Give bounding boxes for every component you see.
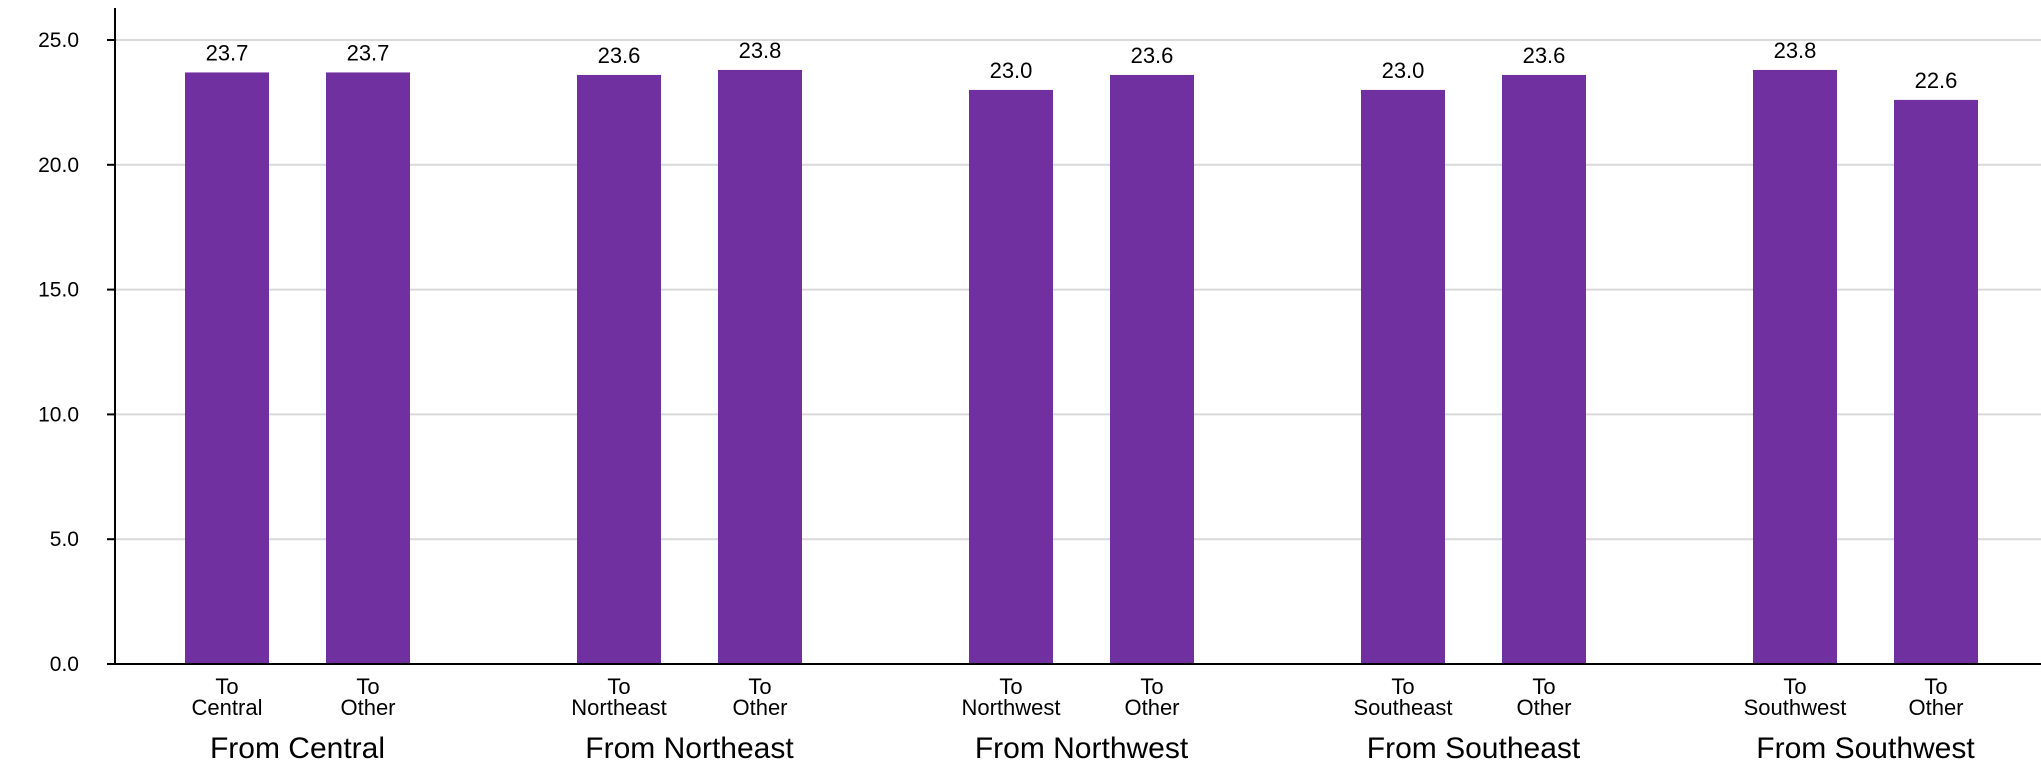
bar <box>1110 74 1194 665</box>
x-tick-label: Other <box>1516 695 1571 720</box>
x-tick-label: Northwest <box>961 695 1060 720</box>
bar <box>1361 89 1445 665</box>
bar <box>1894 99 1978 665</box>
y-tick-label: 0.0 <box>50 653 79 676</box>
bar <box>1753 69 1837 664</box>
data-label: 22.6 <box>1915 68 1958 93</box>
group-label: From Southeast <box>1367 732 1581 763</box>
y-tick-label: 20.0 <box>38 154 79 177</box>
labels: 0.05.010.015.020.025.0 23.7ToCentral23.7T… <box>38 29 1975 763</box>
bar <box>326 72 410 664</box>
data-label: 23.8 <box>739 38 782 63</box>
x-tick-label: Northeast <box>571 695 666 720</box>
x-tick-label: Southeast <box>1353 695 1452 720</box>
bar <box>577 74 661 665</box>
x-tick-label: Central <box>192 695 263 720</box>
bar <box>969 89 1053 665</box>
data-label: 23.6 <box>1131 43 1174 68</box>
x-tick-label: To <box>748 674 771 699</box>
x-tick-label: To <box>607 674 630 699</box>
x-tick-label: To <box>1391 674 1414 699</box>
group-label: From Central <box>210 732 385 763</box>
x-tick-label: To <box>999 674 1022 699</box>
y-tick-label: 15.0 <box>38 279 79 302</box>
data-label: 23.7 <box>206 40 249 65</box>
data-label: 23.8 <box>1774 38 1817 63</box>
data-label: 23.7 <box>347 40 390 65</box>
x-tick-label: To <box>215 674 238 699</box>
y-tick-label: 5.0 <box>50 528 79 551</box>
x-tick-label: To <box>1140 674 1163 699</box>
x-tick-label: To <box>1783 674 1806 699</box>
data-label: 23.0 <box>990 58 1033 83</box>
x-tick-label: To <box>356 674 379 699</box>
bar <box>1502 74 1586 665</box>
bar <box>185 72 269 664</box>
x-tick-label: Other <box>1124 695 1179 720</box>
x-tick-label: Other <box>732 695 787 720</box>
x-tick-label: Other <box>340 695 395 720</box>
x-tick-label: To <box>1924 674 1947 699</box>
data-label: 23.6 <box>598 43 641 68</box>
y-tick-label: 25.0 <box>38 29 79 52</box>
group-label: From Northeast <box>585 732 794 763</box>
x-tick-label: Southwest <box>1744 695 1847 720</box>
data-label: 23.6 <box>1523 43 1566 68</box>
bars <box>185 69 1978 665</box>
gridlines <box>115 39 2041 541</box>
group-label: From Northwest <box>975 732 1189 763</box>
x-tick-label: Other <box>1908 695 1963 720</box>
bar <box>718 69 802 664</box>
x-tick-label: To <box>1532 674 1555 699</box>
axes <box>107 8 2041 665</box>
group-label: From Southwest <box>1756 732 1975 763</box>
data-label: 23.0 <box>1382 58 1425 83</box>
y-tick-label: 10.0 <box>38 403 79 426</box>
